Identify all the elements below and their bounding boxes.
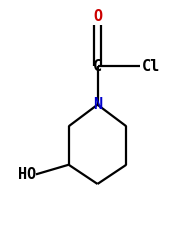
Text: HO: HO <box>18 167 36 182</box>
Text: C: C <box>93 59 102 74</box>
Text: Cl: Cl <box>142 59 160 74</box>
Text: N: N <box>93 97 102 112</box>
Text: O: O <box>93 9 102 24</box>
